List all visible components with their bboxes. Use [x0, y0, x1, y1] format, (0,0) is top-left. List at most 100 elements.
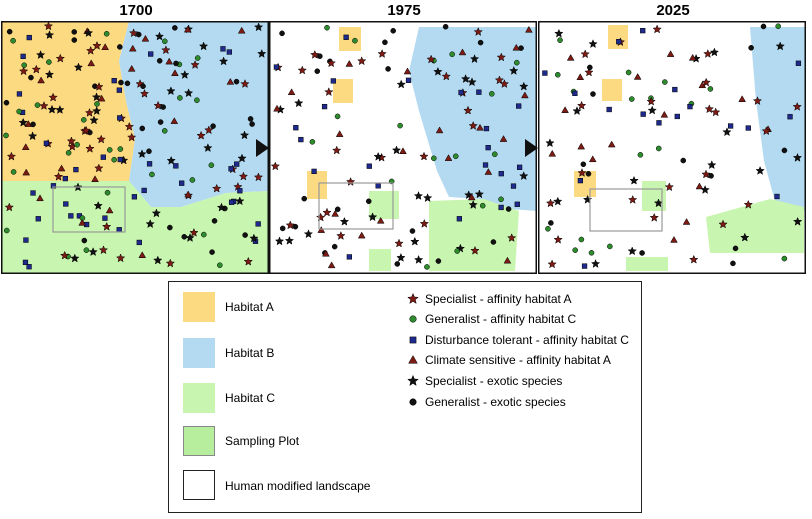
legend-specialist-habitat-a-star-icon [407, 293, 419, 304]
species-marker [148, 51, 154, 57]
species-marker [80, 117, 87, 123]
species-marker [24, 120, 33, 127]
species-marker [210, 123, 216, 129]
species-marker [580, 161, 587, 168]
species-marker [525, 25, 533, 33]
species-marker [217, 262, 223, 269]
species-marker [506, 233, 517, 242]
species-marker [629, 175, 639, 185]
species-marker [732, 245, 739, 252]
species-marker [279, 225, 286, 232]
species-marker [727, 123, 734, 129]
species-marker [116, 87, 122, 93]
species-marker [234, 161, 240, 167]
species-marker [183, 88, 194, 98]
species-marker [485, 145, 491, 151]
species-marker [553, 196, 563, 206]
species-marker [505, 206, 512, 212]
species-marker [294, 98, 304, 108]
species-marker [18, 66, 29, 76]
species-marker [399, 147, 407, 154]
species-marker [590, 91, 596, 97]
species-marker [198, 41, 209, 51]
species-marker [755, 165, 765, 175]
species-marker [104, 189, 111, 196]
species-marker [357, 231, 366, 239]
species-marker [16, 108, 22, 115]
species-marker [139, 88, 150, 98]
species-marker [209, 249, 215, 255]
species-marker [324, 87, 334, 97]
species-marker [752, 96, 763, 106]
species-marker [137, 149, 147, 159]
species-marker [476, 123, 484, 131]
species-marker [577, 142, 586, 150]
species-marker [403, 67, 412, 75]
species-marker [704, 104, 715, 114]
species-marker [781, 147, 788, 154]
species-marker [100, 154, 106, 160]
species-marker [512, 43, 521, 51]
species-marker [57, 164, 66, 172]
species-marker [327, 261, 336, 269]
species-marker [335, 130, 344, 137]
species-marker [111, 78, 117, 84]
species-marker [314, 68, 321, 75]
species-marker [346, 254, 352, 260]
species-marker [167, 224, 173, 231]
habitat-a-region [1, 21, 135, 207]
species-marker [189, 227, 199, 237]
species-marker [433, 66, 443, 76]
species-marker [92, 106, 102, 116]
species-marker [467, 193, 476, 201]
species-marker [162, 38, 168, 45]
species-marker [140, 83, 146, 90]
species-marker [352, 37, 358, 44]
species-marker [707, 160, 717, 170]
species-marker [92, 40, 102, 50]
species-marker [775, 23, 781, 30]
species-marker [145, 219, 155, 229]
species-marker [71, 37, 78, 43]
species-marker [639, 250, 645, 256]
species-marker [220, 46, 226, 52]
species-marker [792, 216, 803, 226]
species-marker [334, 113, 341, 120]
species-marker [373, 151, 383, 161]
species-marker [336, 231, 346, 240]
species-marker [548, 149, 557, 157]
species-marker [253, 22, 264, 32]
species-marker [3, 99, 10, 106]
species-marker [419, 151, 429, 161]
species-marker [26, 264, 32, 270]
species-marker [127, 64, 136, 72]
species-marker [44, 69, 55, 79]
species-marker [479, 202, 486, 209]
species-marker [84, 107, 95, 117]
species-marker [255, 221, 261, 227]
species-marker [180, 70, 190, 79]
species-marker [310, 49, 320, 59]
species-marker [284, 235, 295, 245]
species-marker [670, 235, 678, 243]
species-marker [666, 50, 675, 57]
species-marker [682, 218, 691, 225]
species-marker [321, 103, 328, 110]
species-marker [396, 79, 406, 89]
species-marker [226, 49, 232, 55]
species-marker [499, 79, 510, 88]
species-marker [722, 127, 732, 137]
species-marker [203, 143, 213, 153]
legend-box: Habitat A Habitat B Habitat C Sampling P… [168, 281, 642, 513]
species-marker [173, 60, 179, 67]
species-marker [139, 125, 146, 132]
species-marker [488, 91, 495, 97]
species-marker [518, 45, 524, 51]
species-marker [419, 218, 430, 228]
species-marker [35, 216, 41, 222]
swatch-habitat-c [183, 383, 215, 413]
species-marker [588, 155, 597, 163]
species-marker [6, 28, 13, 35]
legend-generalist-exotic-circle-icon [409, 398, 417, 406]
species-marker [547, 259, 557, 269]
